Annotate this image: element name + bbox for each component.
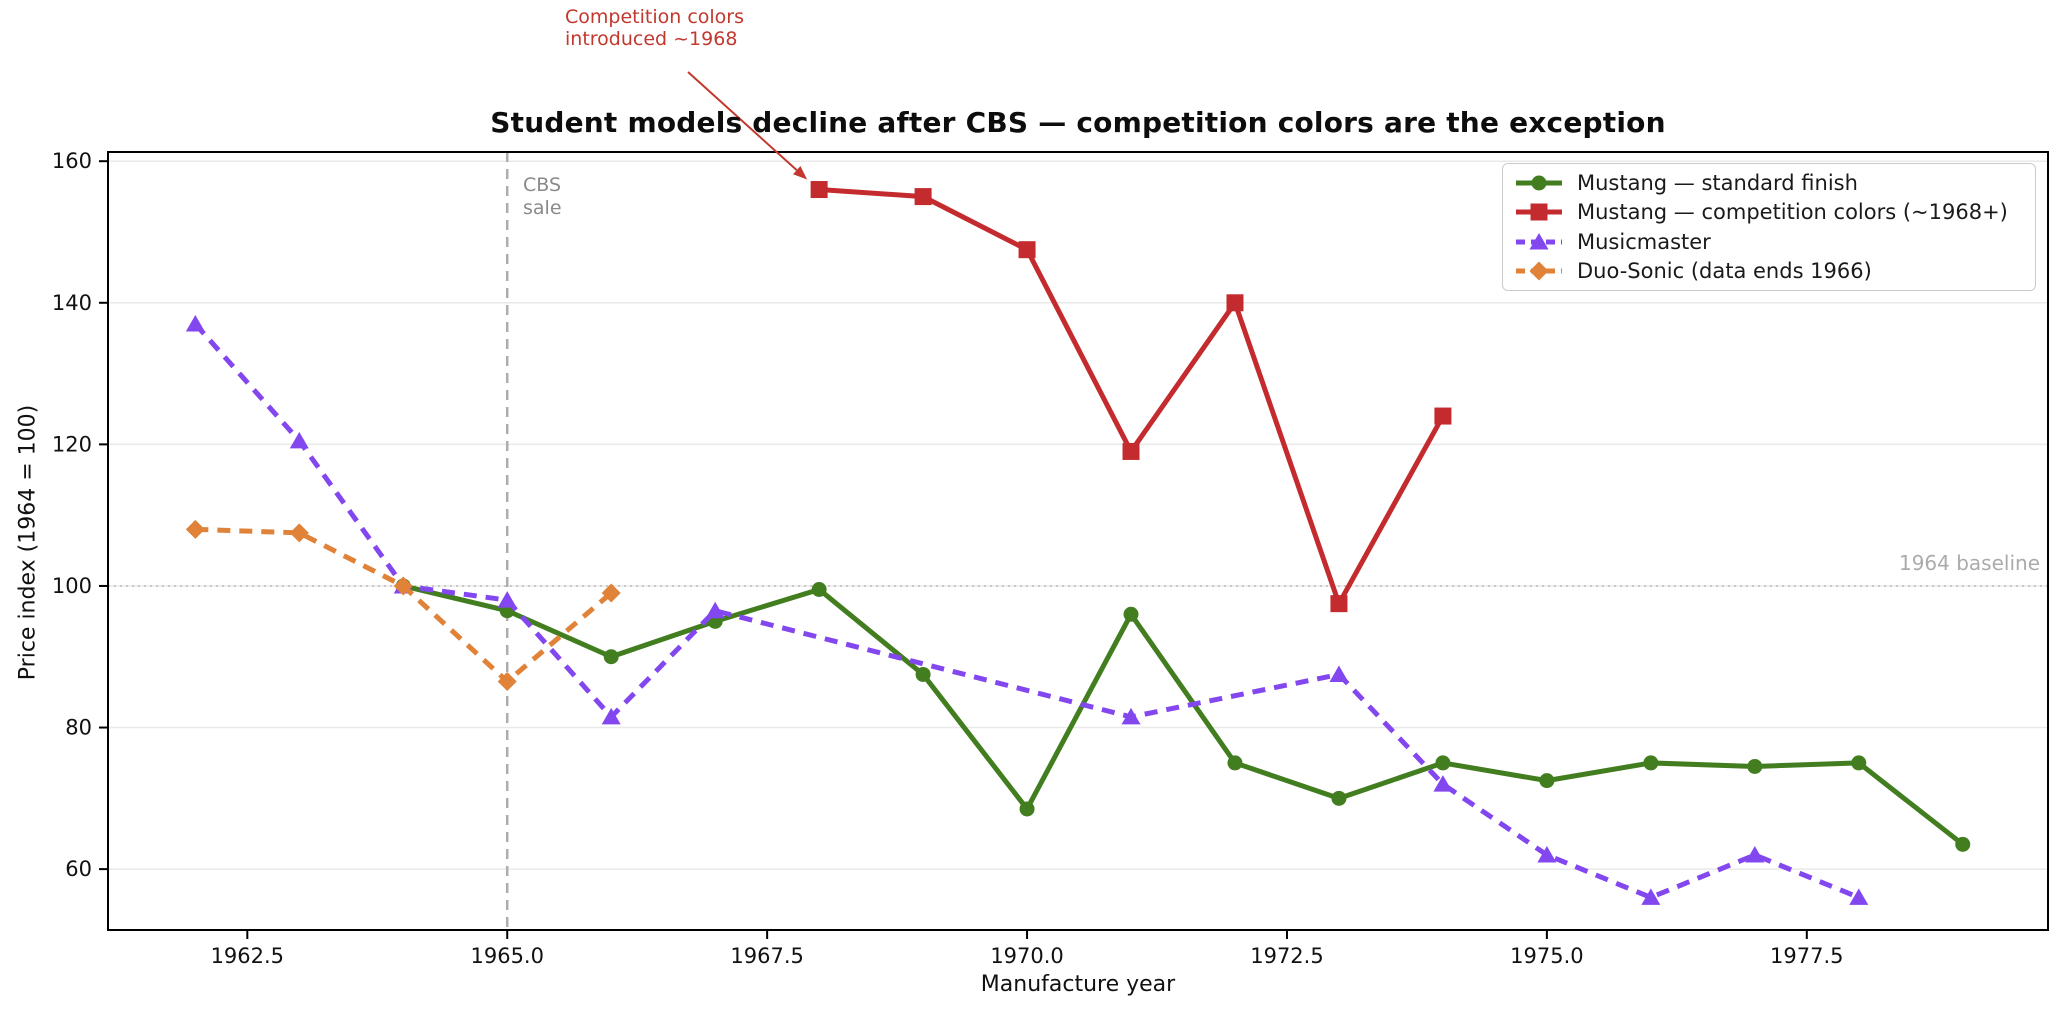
marker-triangle <box>705 601 725 619</box>
series-line <box>400 583 1966 847</box>
marker-circle <box>1539 773 1555 789</box>
x-axis-label: Manufacture year <box>980 972 1176 997</box>
marker-triangle <box>497 591 517 608</box>
x-tick-label: 1970.0 <box>990 944 1063 968</box>
chart-title: Student models decline after CBS — compe… <box>490 106 1666 139</box>
legend-sample-line-icon <box>1516 175 1562 191</box>
marker-triangle <box>1529 232 1549 250</box>
marker-square <box>1018 241 1036 259</box>
series-duo-sonic <box>185 519 621 692</box>
marker-square <box>1122 442 1140 460</box>
series-musicmaster <box>185 315 1869 905</box>
annotation-arrowhead <box>793 166 808 180</box>
marker-square <box>810 181 828 199</box>
cbs-sale-label-line2: sale <box>523 197 562 219</box>
legend-item-musicmaster: Musicmaster <box>1515 227 2035 257</box>
legend-sample-line-icon <box>1516 203 1562 221</box>
marker-triangle <box>1537 845 1557 863</box>
marker-circle <box>1531 175 1547 191</box>
legend-sample-line-icon <box>1516 232 1562 250</box>
marker-triangle <box>185 315 205 332</box>
marker-circle <box>1227 755 1243 771</box>
marker-circle <box>1747 758 1763 774</box>
marker-circle <box>1019 801 1035 817</box>
competition-annotation-line2: introduced ~1968 <box>565 28 738 50</box>
x-tick-label: 1972.5 <box>1250 944 1323 968</box>
legend-label: Duo-Sonic (data ends 1966) <box>1577 259 1872 284</box>
series-mustang-competition <box>810 181 1452 613</box>
marker-triangle <box>289 431 309 449</box>
series-line <box>816 187 1446 607</box>
series-line <box>195 526 613 685</box>
marker-circle <box>1851 755 1867 771</box>
plot-border <box>107 151 2049 931</box>
competition-annotation: Competition colors introduced ~1968 <box>565 6 744 50</box>
marker-triangle <box>1641 888 1661 905</box>
y-axis-label: Price index (1964 = 100) <box>15 404 41 681</box>
x-tick-label: 1977.5 <box>1770 944 1843 968</box>
y-tick-label: 140 <box>52 291 92 315</box>
marker-square <box>1530 203 1548 221</box>
marker-square <box>1434 407 1452 425</box>
marker-diamond <box>497 672 517 692</box>
marker-diamond <box>289 523 309 543</box>
marker-triangle <box>1121 707 1141 725</box>
marker-diamond <box>601 583 621 603</box>
legend-label: Mustang — competition colors (~1968+) <box>1577 200 2008 225</box>
marker-triangle <box>1329 665 1349 682</box>
marker-circle <box>915 666 931 682</box>
competition-annotation-line1: Competition colors <box>565 6 744 28</box>
legend-item-mustang-standard: Mustang — standard finish <box>1515 168 2035 198</box>
y-tick-label: 80 <box>65 716 92 740</box>
marker-diamond <box>1529 261 1549 281</box>
y-tick-label: 120 <box>52 432 92 456</box>
marker-circle <box>1955 836 1971 852</box>
y-tick-label: 100 <box>52 574 92 598</box>
legend-label: Musicmaster <box>1577 229 1711 254</box>
baseline-1964-label: 1964 baseline <box>1898 551 2040 575</box>
x-tick-label: 1975.0 <box>1510 944 1583 968</box>
legend-item-mustang-competition: Mustang — competition colors (~1968+) <box>1515 198 2035 228</box>
marker-circle <box>1435 755 1451 771</box>
y-tick-label: 60 <box>65 857 92 881</box>
y-tick-label: 160 <box>52 149 92 173</box>
marker-triangle <box>601 707 621 725</box>
legend-label: Mustang — standard finish <box>1577 170 1858 195</box>
series-mustang-standard <box>395 578 1971 852</box>
marker-circle <box>1123 606 1139 622</box>
marker-diamond <box>393 576 413 596</box>
marker-square <box>1330 595 1348 613</box>
cbs-sale-label: CBS sale <box>523 174 562 220</box>
marker-circle <box>811 581 827 597</box>
marker-circle <box>603 649 619 665</box>
marker-circle <box>1643 755 1659 771</box>
x-tick-label: 1967.5 <box>730 944 803 968</box>
marker-triangle <box>1849 888 1869 905</box>
marker-triangle <box>1433 775 1453 792</box>
legend: Mustang — standard finish Mustang — comp… <box>1502 163 2036 291</box>
annotation-arrow-line <box>687 71 798 171</box>
marker-square <box>1226 294 1244 312</box>
legend-item-duo-sonic: Duo-Sonic (data ends 1966) <box>1515 257 2035 287</box>
cbs-sale-label-line1: CBS <box>523 174 562 196</box>
legend-sample-line-icon <box>1516 261 1562 281</box>
x-tick-label: 1965.0 <box>470 944 543 968</box>
x-tick-label: 1962.5 <box>211 944 284 968</box>
marker-circle <box>1331 790 1347 806</box>
marker-square <box>914 188 932 206</box>
marker-diamond <box>185 519 205 539</box>
marker-triangle <box>1745 845 1765 863</box>
